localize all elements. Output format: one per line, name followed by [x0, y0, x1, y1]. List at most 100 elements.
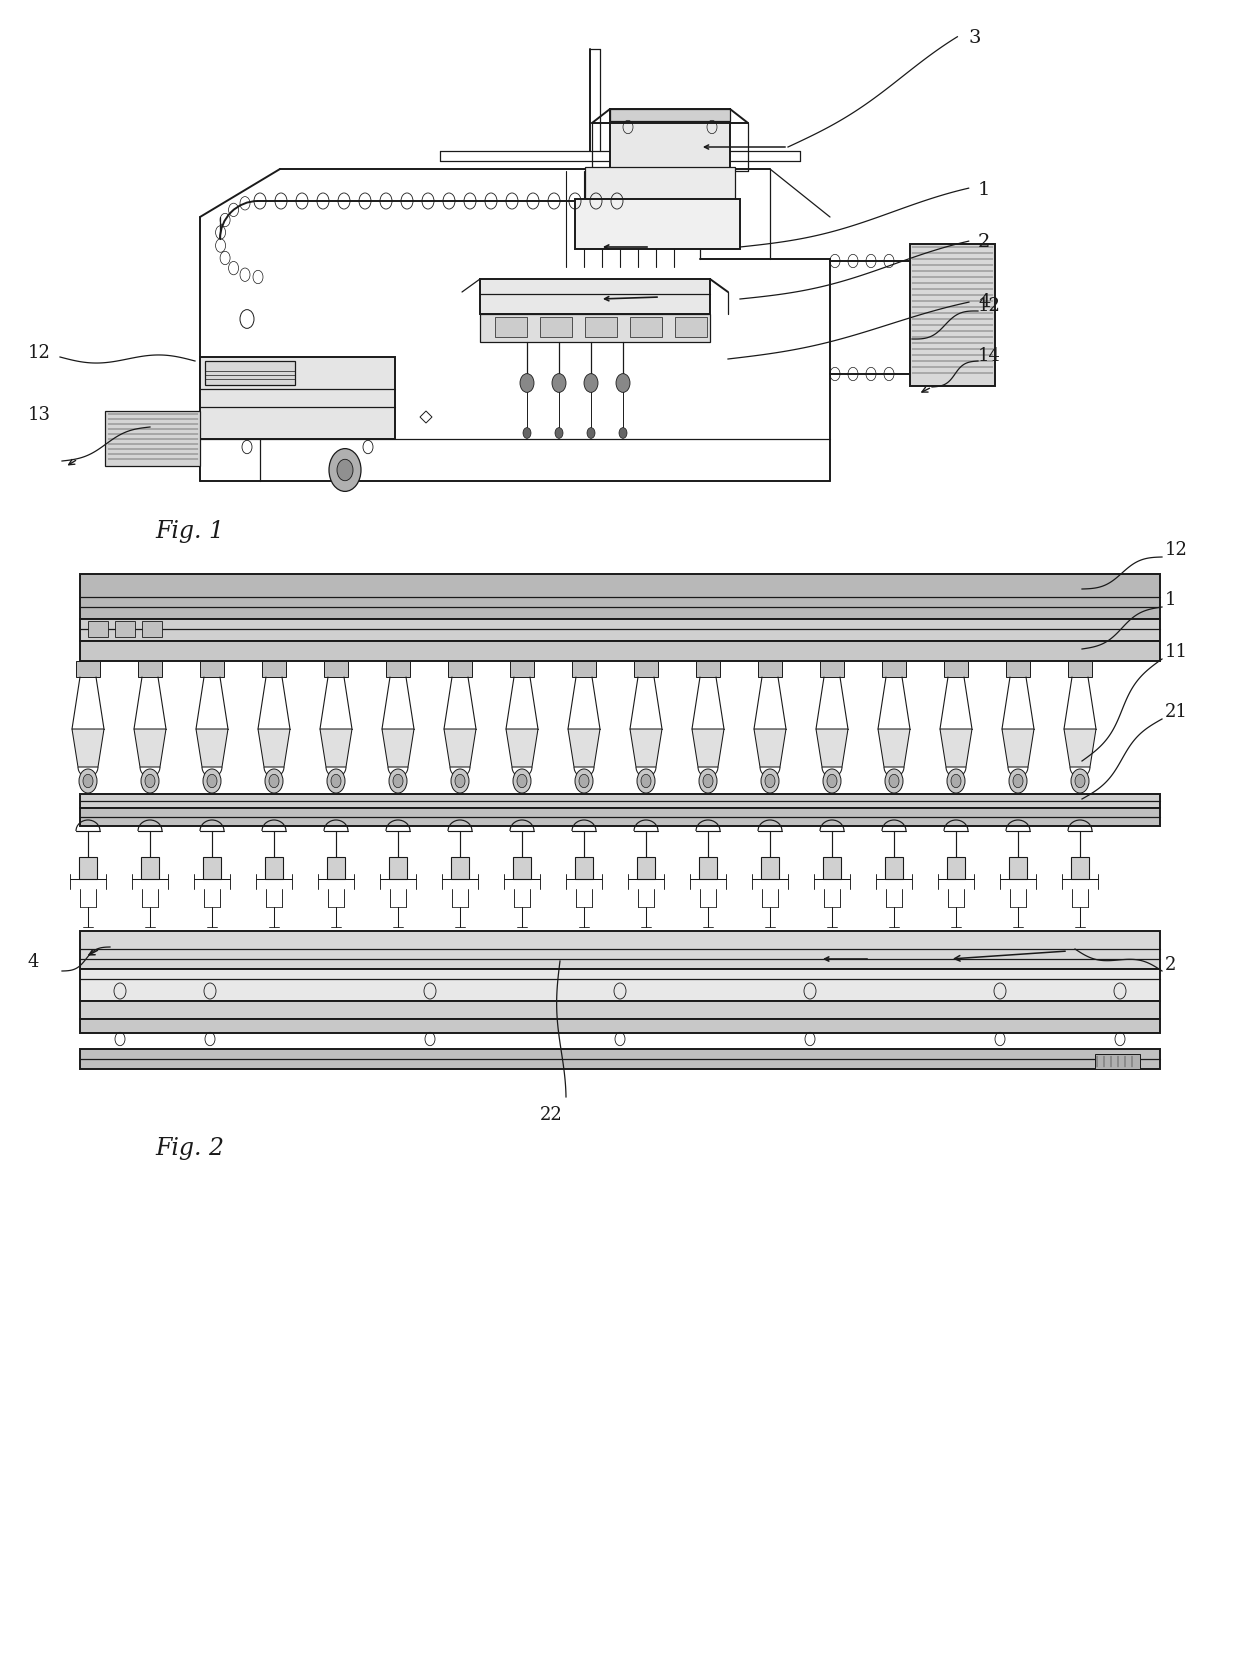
FancyBboxPatch shape: [205, 361, 295, 386]
Circle shape: [556, 429, 563, 439]
FancyBboxPatch shape: [944, 661, 968, 678]
FancyBboxPatch shape: [575, 857, 593, 880]
FancyBboxPatch shape: [386, 661, 410, 678]
Text: 13: 13: [29, 406, 51, 424]
FancyBboxPatch shape: [262, 661, 286, 678]
FancyBboxPatch shape: [572, 661, 596, 678]
Circle shape: [265, 769, 283, 794]
FancyBboxPatch shape: [882, 661, 906, 678]
Text: 4: 4: [978, 293, 991, 312]
FancyBboxPatch shape: [637, 857, 655, 880]
FancyBboxPatch shape: [1009, 857, 1027, 880]
Text: 2: 2: [1166, 956, 1177, 973]
FancyBboxPatch shape: [675, 318, 707, 338]
Polygon shape: [878, 729, 910, 767]
Circle shape: [520, 374, 534, 393]
Circle shape: [207, 775, 217, 789]
FancyBboxPatch shape: [699, 857, 717, 880]
FancyBboxPatch shape: [81, 931, 1159, 969]
Text: 11: 11: [1166, 643, 1188, 661]
Circle shape: [203, 769, 221, 794]
Circle shape: [517, 775, 527, 789]
FancyBboxPatch shape: [480, 315, 711, 343]
Circle shape: [827, 775, 837, 789]
FancyBboxPatch shape: [820, 661, 844, 678]
Circle shape: [616, 374, 630, 393]
Circle shape: [641, 775, 651, 789]
Polygon shape: [754, 729, 786, 767]
FancyBboxPatch shape: [585, 318, 618, 338]
Circle shape: [79, 769, 97, 794]
Polygon shape: [72, 729, 104, 767]
FancyBboxPatch shape: [88, 621, 108, 638]
Polygon shape: [816, 729, 848, 767]
FancyBboxPatch shape: [105, 411, 200, 467]
Circle shape: [552, 374, 565, 393]
Circle shape: [269, 775, 279, 789]
FancyBboxPatch shape: [480, 280, 711, 315]
Circle shape: [823, 769, 841, 794]
FancyBboxPatch shape: [910, 245, 994, 386]
Circle shape: [1013, 775, 1023, 789]
FancyBboxPatch shape: [81, 794, 1159, 809]
FancyBboxPatch shape: [81, 1049, 1159, 1069]
Text: 1: 1: [978, 181, 991, 199]
Text: Fig. 1: Fig. 1: [155, 520, 224, 543]
Polygon shape: [568, 729, 600, 767]
Circle shape: [337, 461, 353, 482]
FancyBboxPatch shape: [585, 167, 735, 202]
Circle shape: [761, 769, 779, 794]
Polygon shape: [1002, 729, 1034, 767]
Text: 2: 2: [978, 234, 991, 250]
FancyBboxPatch shape: [81, 620, 1159, 641]
FancyBboxPatch shape: [634, 661, 658, 678]
Polygon shape: [1064, 729, 1096, 767]
FancyBboxPatch shape: [761, 857, 779, 880]
Polygon shape: [506, 729, 538, 767]
FancyBboxPatch shape: [885, 857, 903, 880]
Circle shape: [699, 769, 717, 794]
FancyBboxPatch shape: [947, 857, 965, 880]
Polygon shape: [258, 729, 290, 767]
Circle shape: [1009, 769, 1027, 794]
Text: 12: 12: [1166, 540, 1188, 558]
Circle shape: [331, 775, 341, 789]
FancyBboxPatch shape: [143, 621, 162, 638]
Circle shape: [703, 775, 713, 789]
Text: 14: 14: [978, 346, 1001, 365]
Circle shape: [327, 769, 345, 794]
FancyBboxPatch shape: [610, 109, 730, 123]
FancyBboxPatch shape: [81, 809, 1159, 827]
Circle shape: [889, 775, 899, 789]
FancyBboxPatch shape: [1095, 1054, 1140, 1069]
Circle shape: [329, 449, 361, 492]
FancyBboxPatch shape: [200, 661, 224, 678]
Polygon shape: [382, 729, 414, 767]
Polygon shape: [630, 729, 662, 767]
FancyBboxPatch shape: [513, 857, 531, 880]
Circle shape: [83, 775, 93, 789]
Circle shape: [145, 775, 155, 789]
Text: Fig. 2: Fig. 2: [155, 1135, 224, 1158]
FancyBboxPatch shape: [510, 661, 534, 678]
Circle shape: [523, 429, 531, 439]
Circle shape: [951, 775, 961, 789]
FancyBboxPatch shape: [1068, 661, 1092, 678]
FancyBboxPatch shape: [539, 318, 572, 338]
FancyBboxPatch shape: [203, 857, 221, 880]
Polygon shape: [134, 729, 166, 767]
FancyBboxPatch shape: [200, 358, 396, 439]
Circle shape: [587, 429, 595, 439]
Circle shape: [575, 769, 593, 794]
Circle shape: [451, 769, 469, 794]
FancyBboxPatch shape: [495, 318, 527, 338]
FancyBboxPatch shape: [76, 661, 100, 678]
Circle shape: [1075, 775, 1085, 789]
Text: 3: 3: [968, 28, 981, 46]
Circle shape: [393, 775, 403, 789]
FancyBboxPatch shape: [324, 661, 348, 678]
Text: 21: 21: [1166, 703, 1188, 721]
FancyBboxPatch shape: [696, 661, 720, 678]
Polygon shape: [196, 729, 228, 767]
FancyBboxPatch shape: [79, 857, 97, 880]
